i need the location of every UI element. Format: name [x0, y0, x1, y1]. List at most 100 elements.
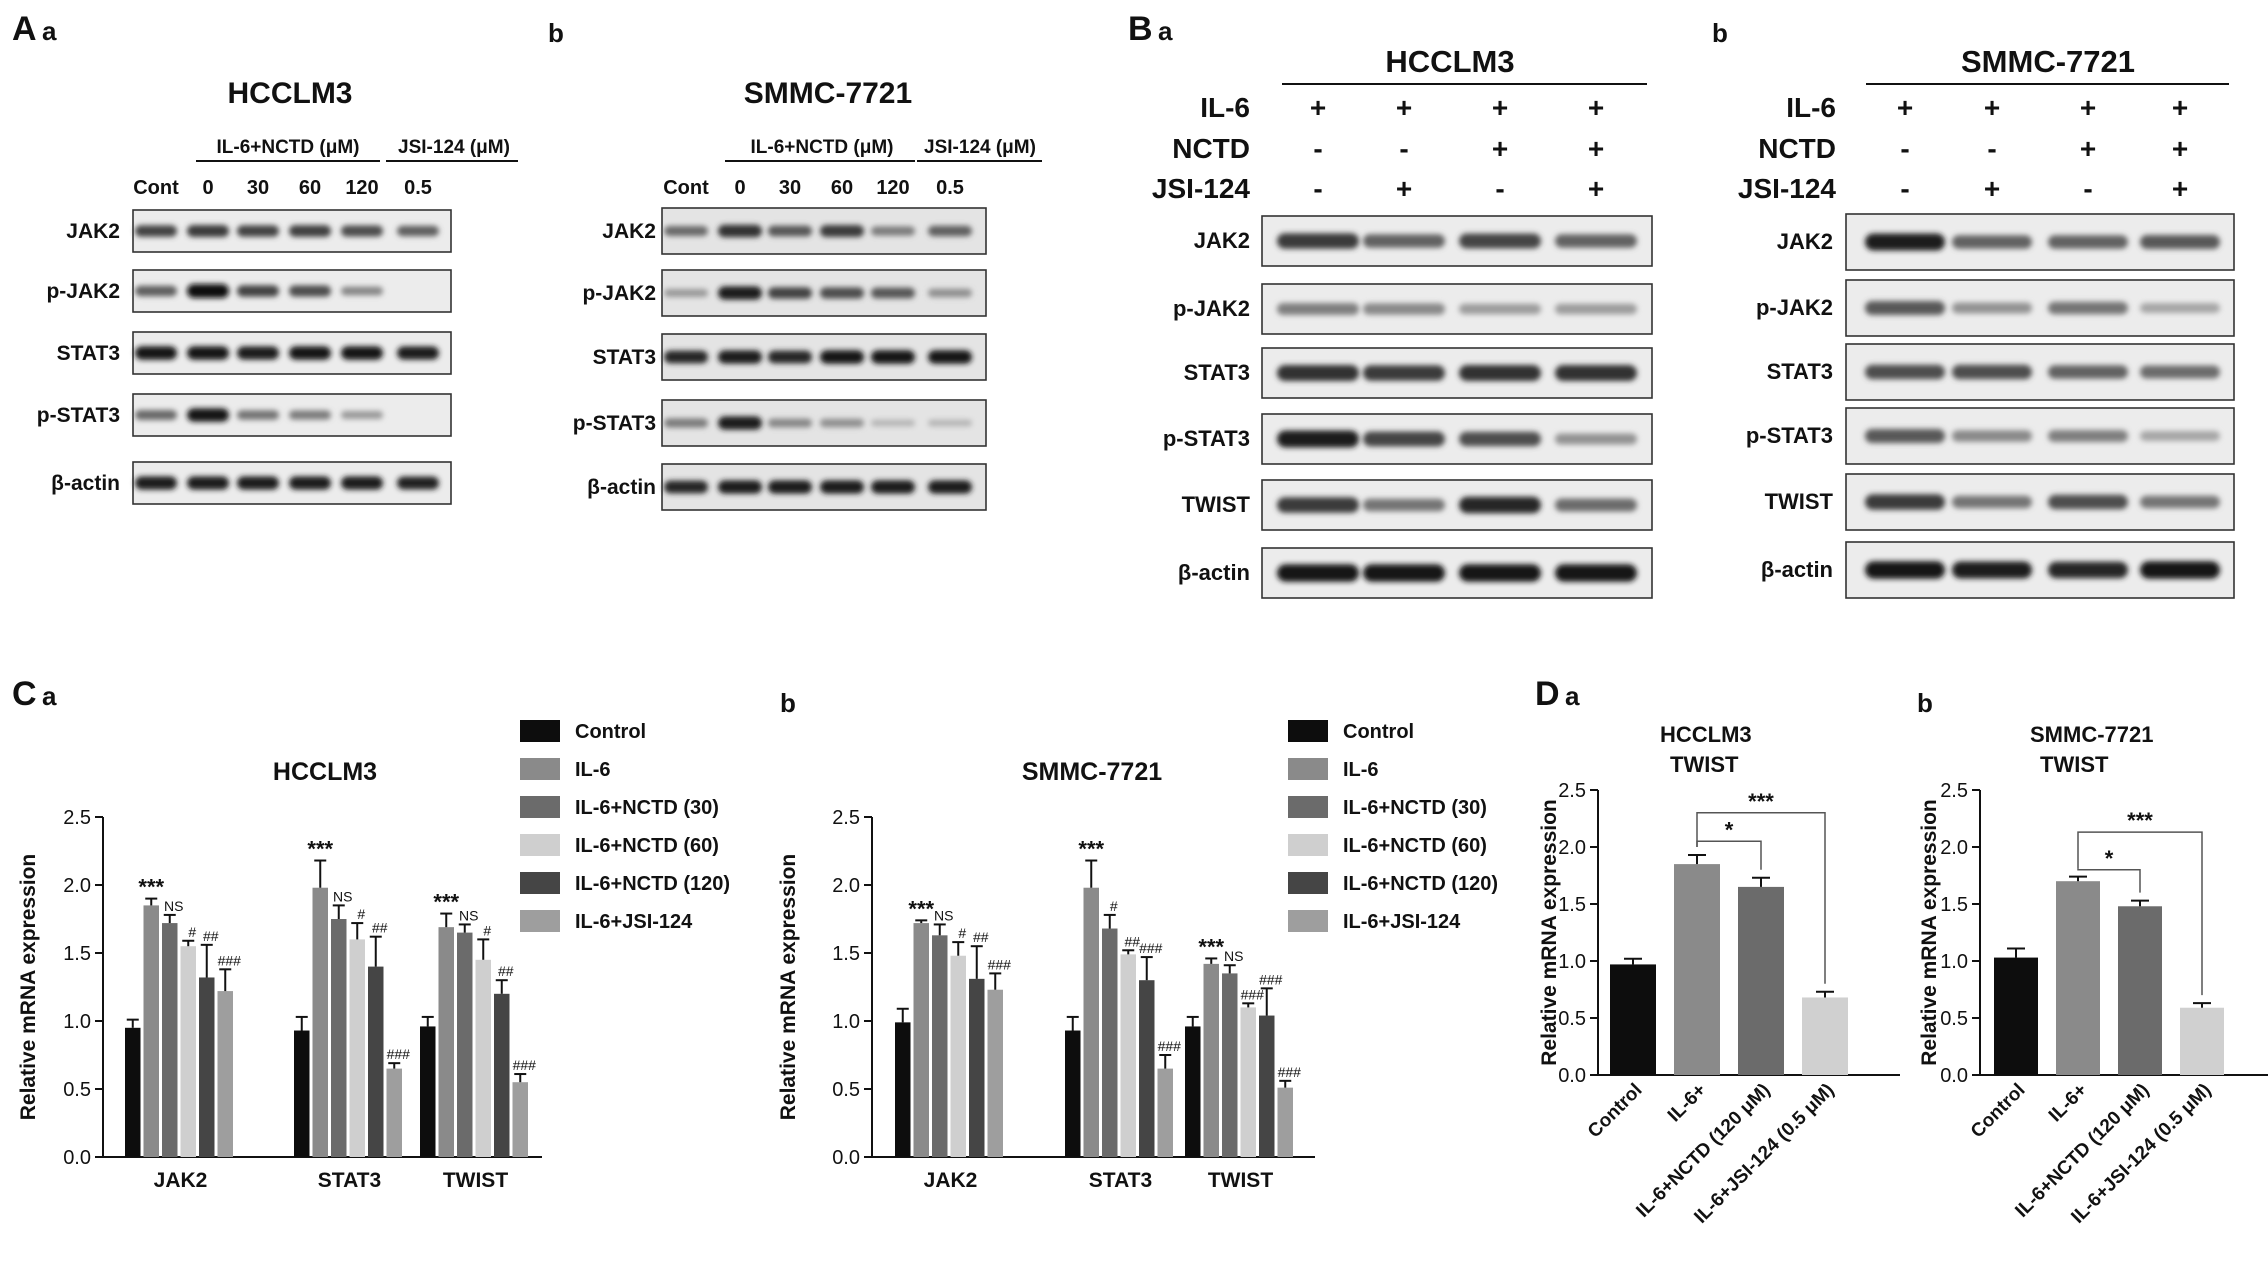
- condition-label: IL-6: [1200, 92, 1250, 123]
- blot-strip: [132, 393, 452, 437]
- blot-band: [1363, 234, 1445, 248]
- y-tick-label: 1.5: [1940, 894, 1968, 916]
- significance-label: #: [483, 922, 491, 938]
- significance-bracket: [2077, 831, 2203, 996]
- blot-band: [2140, 495, 2220, 509]
- condition-value: +: [2172, 92, 2188, 123]
- blot-strip: [1261, 479, 1653, 531]
- y-tick-label: 0.0: [832, 1147, 860, 1169]
- bar: [913, 923, 929, 1157]
- lane-label: Cont: [133, 177, 179, 199]
- y-tick-label: 2.0: [832, 875, 860, 897]
- bar: [386, 1068, 402, 1157]
- x-tick-label: Control: [1584, 1080, 1647, 1143]
- panel-sub-letter: a: [42, 681, 57, 711]
- significance-label: ##: [1124, 933, 1140, 949]
- blot-band: [928, 225, 972, 237]
- panel-sub-letter: b: [1712, 18, 1728, 48]
- blot-band: [187, 476, 229, 490]
- significance-label: NS: [164, 898, 183, 914]
- condition-value: +: [1396, 92, 1412, 123]
- bar: [180, 946, 196, 1157]
- blot-strip: [1261, 347, 1653, 399]
- significance-label: ##: [372, 920, 388, 936]
- legend-swatch: [1288, 758, 1328, 780]
- bar: [217, 991, 233, 1157]
- blot-band: [1459, 365, 1541, 381]
- panel-sub-letter: b: [780, 688, 796, 718]
- legend-entry: IL-6+NCTD (60): [575, 835, 719, 857]
- condition-value: -: [2083, 173, 2092, 204]
- blot-band: [237, 410, 279, 420]
- blot-band: [1865, 561, 1945, 579]
- x-tick-label: STAT3: [1089, 1169, 1152, 1192]
- condition-value: -: [1987, 133, 1996, 164]
- x-tick-label: TWIST: [1208, 1169, 1273, 1192]
- blot-group-label: IL-6+NCTD (μM): [216, 137, 359, 158]
- y-tick-label: 1.5: [1558, 894, 1586, 916]
- x-tick-label: Control: [1967, 1080, 2030, 1143]
- panel-letter: A: [12, 10, 37, 48]
- chart-subtitle: TWIST: [1670, 752, 1739, 777]
- significance-label: *: [1725, 817, 1734, 842]
- blot-band: [2048, 561, 2128, 579]
- legend-swatch: [520, 834, 560, 856]
- blot-panel-Ba: HCCLM3 IL-6 + + + + NCTD - - + + JSI-124 - + - + JAK2 p-J…: [1152, 44, 1653, 599]
- legend-swatch: [1288, 834, 1328, 856]
- chart-title: HCCLM3: [1660, 722, 1752, 747]
- bar: [1102, 928, 1118, 1157]
- blot-row-label: β-actin: [1761, 557, 1833, 582]
- y-tick-label: 0.0: [1940, 1065, 1968, 1087]
- significance-label: ###: [218, 952, 242, 968]
- bar: [1203, 963, 1219, 1157]
- bar: [2180, 1007, 2224, 1075]
- blot-strip: [132, 461, 452, 505]
- y-tick-label: 1.0: [1940, 951, 1968, 973]
- blot-band: [718, 224, 762, 238]
- blot-band: [289, 410, 331, 420]
- x-tick-label: IL-6+: [2045, 1080, 2092, 1127]
- blot-band: [718, 350, 762, 364]
- legend-entry: IL-6+NCTD (120): [1343, 873, 1498, 895]
- condition-value: +: [1492, 92, 1508, 123]
- blot-band: [2140, 303, 2220, 313]
- condition-label: IL-6: [1786, 92, 1836, 123]
- y-axis-label: Relative mRNA expression: [17, 854, 40, 1121]
- bar: [1240, 1007, 1256, 1157]
- blot-band: [1865, 429, 1945, 443]
- condition-value: -: [1900, 173, 1909, 204]
- bar: [331, 919, 347, 1157]
- legend-entry: Control: [1343, 721, 1414, 743]
- blot-band: [768, 418, 812, 428]
- blot-band: [397, 476, 439, 490]
- blot-row-label: JAK2: [66, 220, 120, 243]
- blot-band: [187, 346, 229, 360]
- significance-label: *: [2105, 846, 2114, 871]
- bar: [162, 923, 178, 1157]
- blot-group-label: JSI-124 (μM): [398, 137, 510, 158]
- blot-band: [1459, 431, 1541, 447]
- blot-band: [1555, 303, 1637, 315]
- blot-strip: [132, 209, 452, 253]
- blot-strip: [661, 463, 987, 511]
- bar: [420, 1026, 436, 1157]
- y-tick-label: 1.5: [832, 943, 860, 965]
- y-tick-label: 2.5: [63, 807, 91, 829]
- significance-label: #: [357, 906, 365, 922]
- blot-panel-Aa: HCCLM3 IL-6+NCTD (μM) JSI-124 (μM) Cont 0 30 6…: [37, 77, 518, 505]
- x-tick-label: JAK2: [924, 1169, 978, 1192]
- blot-group-label: JSI-124 (μM): [924, 137, 1036, 158]
- blot-row-label: β-actin: [51, 472, 120, 495]
- blot-band: [1952, 235, 2032, 249]
- condition-value: -: [1399, 133, 1408, 164]
- y-axis-label: Relative mRNA expression: [1538, 799, 1561, 1066]
- significance-label: NS: [459, 907, 478, 923]
- blot-band: [1459, 564, 1541, 582]
- blot-band: [871, 480, 915, 494]
- panel-letter: D: [1535, 675, 1560, 713]
- significance-label: #: [188, 924, 196, 940]
- blot-row-label: p-STAT3: [37, 404, 120, 427]
- blot-strip: [132, 331, 452, 375]
- blot-strip: [1261, 283, 1653, 335]
- blot-band: [135, 476, 177, 490]
